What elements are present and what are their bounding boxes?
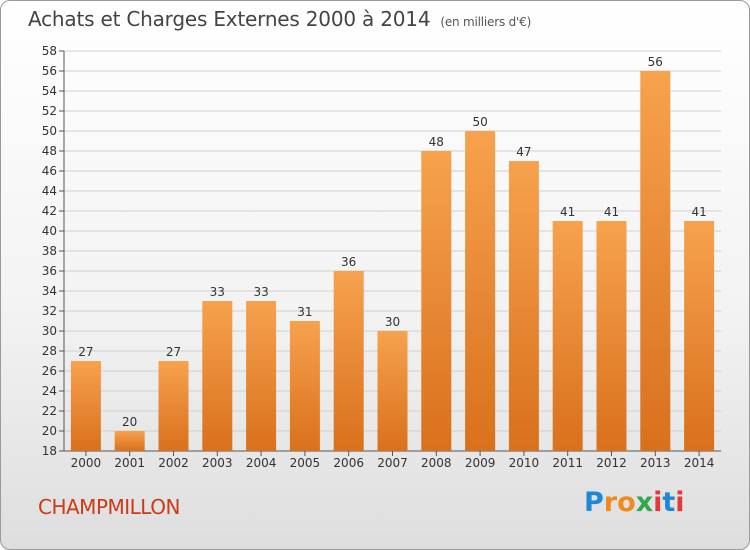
- x-tick-label: 2013: [640, 456, 671, 470]
- bar: [552, 221, 583, 451]
- y-tick-label: 18: [42, 444, 57, 458]
- y-tick-label: 58: [42, 44, 57, 58]
- x-tick-label: 2002: [158, 456, 189, 470]
- y-tick-label: 50: [42, 124, 57, 138]
- data-label: 41: [691, 205, 706, 219]
- data-label: 33: [253, 285, 268, 299]
- x-tick-label: 2007: [377, 456, 408, 470]
- proxiti-logo: Proxiti: [584, 487, 685, 518]
- y-tick-label: 42: [42, 204, 57, 218]
- y-tick-label: 36: [42, 264, 57, 278]
- y-tick-label: 32: [42, 304, 57, 318]
- x-tick-label: 2000: [71, 456, 102, 470]
- x-tick-label: 2012: [596, 456, 627, 470]
- y-tick-label: 22: [42, 404, 57, 418]
- y-tick-label: 38: [42, 244, 57, 258]
- logo-letter: t: [662, 487, 676, 518]
- bar: [70, 361, 101, 451]
- logo-letter: P: [584, 487, 604, 518]
- chart-subtitle: (en milliers d'€): [440, 15, 532, 29]
- y-tick-label: 20: [42, 424, 57, 438]
- x-tick-label: 2001: [114, 456, 145, 470]
- x-tick-labels: 2000 2001 2002 2003 2004 2005 2006 2007 2008 2009…: [71, 456, 715, 470]
- x-tick-label: 2014: [684, 456, 715, 470]
- bar: [289, 321, 320, 451]
- title-text: Achats et Charges Externes 2000 à 2014: [28, 7, 431, 31]
- chart-title: Achats et Charges Externes 2000 à 2014 (e…: [28, 7, 531, 31]
- bar: [421, 151, 452, 451]
- y-tick-label: 48: [42, 144, 57, 158]
- data-label: 20: [122, 415, 137, 429]
- y-tick-label: 40: [42, 224, 57, 238]
- data-label: 48: [429, 135, 444, 149]
- x-tick-label: 2009: [465, 456, 496, 470]
- data-label: 31: [297, 305, 312, 319]
- bar: [246, 301, 277, 451]
- data-label: 27: [166, 345, 181, 359]
- data-label: 36: [341, 255, 356, 269]
- data-label: 56: [648, 55, 663, 69]
- data-label: 33: [210, 285, 225, 299]
- y-tick-labels: 18 20 22 24 26 28 30 32 34 36 38 40 42 44 46 48 50 52 54 56…: [42, 44, 57, 458]
- y-tick-label: 56: [42, 64, 57, 78]
- data-label: 47: [516, 145, 531, 159]
- bar: [465, 131, 496, 451]
- bar: [333, 271, 364, 451]
- logo-letter: o: [617, 487, 636, 518]
- bar: [114, 431, 145, 451]
- bar: [158, 361, 189, 451]
- commune-name: CHAMPMILLON: [38, 495, 180, 519]
- bar: [508, 161, 539, 451]
- data-label: 41: [604, 205, 619, 219]
- data-labels: 27 20 27 33 33 31 36 30 48 50 47 41 41 56 41: [78, 55, 706, 429]
- x-tick-label: 2006: [333, 456, 364, 470]
- logo-letter: i: [675, 487, 685, 518]
- y-tick-label: 46: [42, 164, 57, 178]
- bar: [684, 221, 715, 451]
- logo-letter: i: [653, 487, 663, 518]
- y-tick-label: 34: [42, 284, 57, 298]
- x-tick-label: 2011: [552, 456, 583, 470]
- y-tick-label: 24: [42, 384, 57, 398]
- y-tick-label: 52: [42, 104, 57, 118]
- y-tick-label: 54: [42, 84, 57, 98]
- bar: [640, 71, 671, 451]
- y-tick-label: 28: [42, 344, 57, 358]
- logo-letter: r: [603, 487, 618, 518]
- y-tick-label: 26: [42, 364, 57, 378]
- x-tick-label: 2004: [246, 456, 277, 470]
- data-label: 41: [560, 205, 575, 219]
- data-label: 27: [78, 345, 93, 359]
- bar: [596, 221, 627, 451]
- y-tick-label: 30: [42, 324, 57, 338]
- x-tick-label: 2008: [421, 456, 452, 470]
- x-tick-label: 2010: [509, 456, 540, 470]
- x-tick-label: 2005: [290, 456, 321, 470]
- bar: [377, 331, 408, 451]
- logo-letter: x: [635, 487, 654, 518]
- data-label: 30: [385, 315, 400, 329]
- x-tick-label: 2003: [202, 456, 233, 470]
- bars: [70, 71, 715, 451]
- data-label: 50: [472, 115, 487, 129]
- y-tick-label: 44: [42, 184, 57, 198]
- bar: [202, 301, 233, 451]
